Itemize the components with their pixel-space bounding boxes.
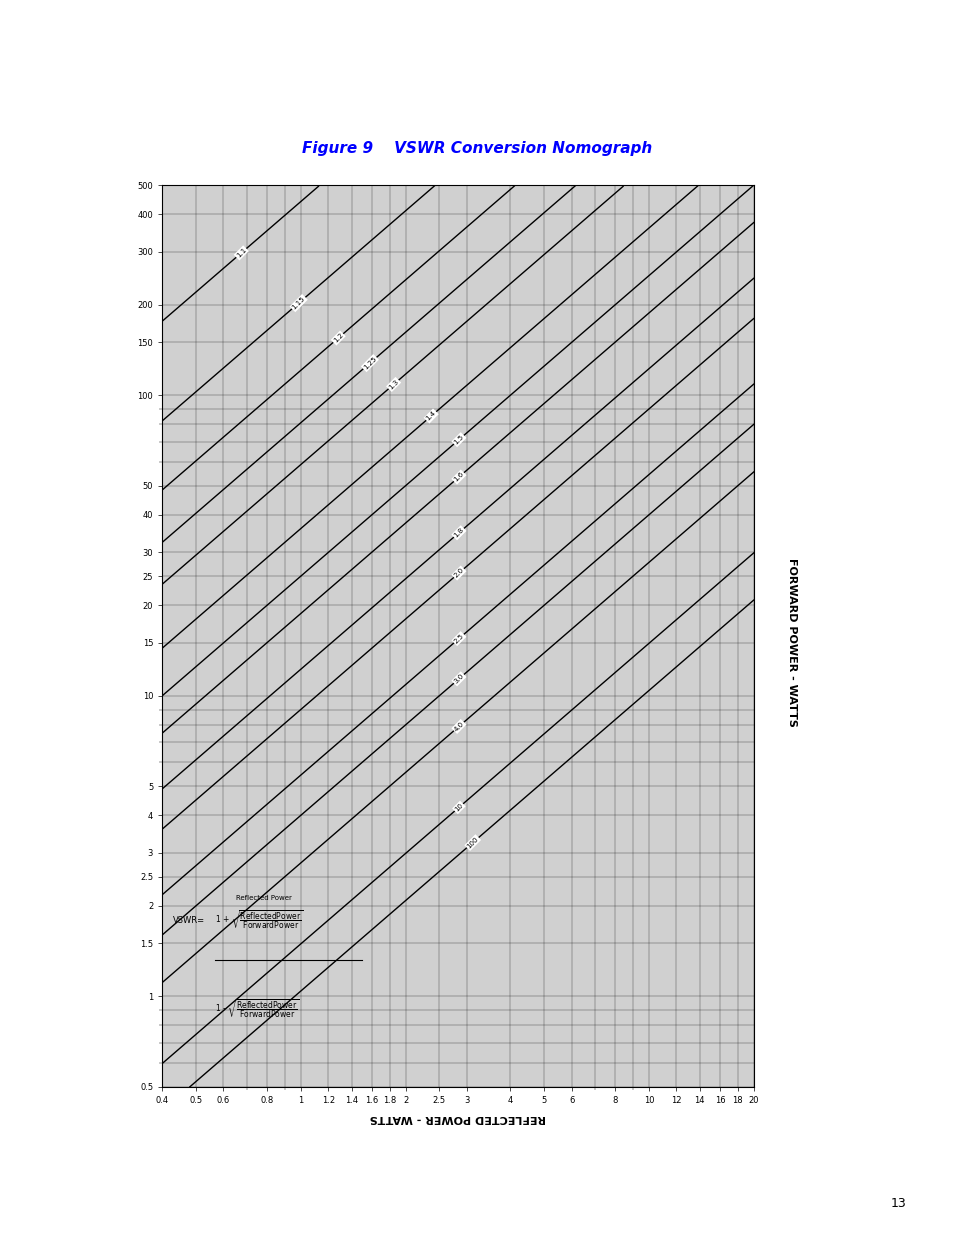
Text: 1.3: 1.3	[387, 378, 399, 390]
Text: 3.0: 3.0	[453, 673, 464, 685]
Text: FORWARD POWER - WATTS: FORWARD POWER - WATTS	[786, 558, 796, 726]
Text: 13: 13	[889, 1197, 905, 1210]
Text: 1.2: 1.2	[332, 332, 344, 345]
Text: 10: 10	[453, 802, 464, 813]
Text: 1.8: 1.8	[453, 526, 464, 538]
Text: 1.5: 1.5	[453, 433, 464, 446]
Text: 1.1: 1.1	[235, 247, 247, 259]
Text: 1.4: 1.4	[425, 410, 436, 422]
Text: 1 - $\sqrt{\dfrac{\mathrm{Reflected Power}}{\mathrm{Forward Power}}}$: 1 - $\sqrt{\dfrac{\mathrm{Reflected Powe…	[214, 998, 299, 1020]
Text: 4.0: 4.0	[453, 720, 464, 732]
Text: 1.25: 1.25	[362, 356, 377, 370]
Text: 2.0: 2.0	[453, 567, 464, 579]
Text: 1.15: 1.15	[291, 295, 306, 311]
Text: 1.6: 1.6	[453, 471, 464, 483]
Text: VSWR=: VSWR=	[172, 915, 205, 925]
Text: REFLECTED POWER - WATTS: REFLECTED POWER - WATTS	[370, 1113, 545, 1123]
Text: 1 + $\sqrt{\dfrac{\mathrm{Reflected Power}}{\mathrm{Forward Power}}}$: 1 + $\sqrt{\dfrac{\mathrm{Reflected Powe…	[214, 909, 302, 931]
Text: 2.5: 2.5	[453, 632, 464, 645]
Text: 100: 100	[465, 836, 479, 850]
Text: Reflected Power: Reflected Power	[235, 895, 292, 900]
Text: Figure 9    VSWR Conversion Nomograph: Figure 9 VSWR Conversion Nomograph	[301, 141, 652, 156]
